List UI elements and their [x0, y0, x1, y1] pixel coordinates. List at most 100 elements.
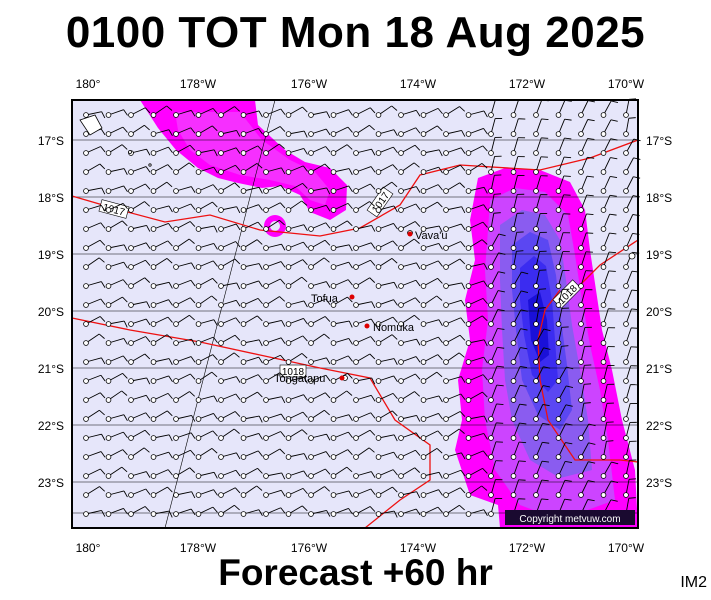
wind-barb: [533, 269, 547, 289]
wind-barb: [443, 106, 465, 118]
wind-barb: [600, 270, 616, 289]
wind-barb: [308, 374, 331, 384]
wind-barb: [600, 289, 616, 308]
place-dot: [349, 294, 355, 300]
wind-barb: [353, 166, 376, 175]
wind-barb: [353, 353, 376, 365]
wind-barb: [510, 403, 527, 422]
wind-barb: [465, 263, 488, 270]
wind-barb: [533, 194, 548, 213]
wind-barb: [578, 251, 593, 270]
wind-barb: [533, 156, 548, 175]
wind-barb: [578, 289, 593, 308]
wind-barb: [218, 164, 241, 175]
wind-barb: [443, 299, 466, 308]
wind-barb: [285, 106, 308, 118]
wind-barb: [128, 394, 151, 403]
wind-barb: [105, 296, 128, 308]
wind-barb: [330, 185, 353, 194]
wind-barb: [353, 124, 375, 137]
wind-barb: [600, 194, 617, 213]
wind-barb: [600, 383, 615, 403]
wind-barb: [150, 510, 173, 518]
wind-barb: [240, 297, 263, 308]
wind-barb: [263, 472, 286, 480]
wind-barb: [465, 221, 488, 232]
wind-barb: [443, 129, 466, 137]
wind-barb: [263, 489, 286, 498]
wind-barb: [398, 432, 421, 441]
wind-barb: [398, 109, 421, 118]
wind-barb: [465, 239, 488, 251]
wind-barb: [533, 404, 550, 422]
wind-barb: [83, 468, 106, 479]
wind-barb: [443, 223, 466, 232]
wind-barb: [263, 261, 286, 270]
wind-barb: [488, 346, 505, 365]
wind-barb: [375, 205, 398, 213]
wind-barb: [420, 225, 443, 233]
wind-barb: [443, 504, 465, 517]
wind-barb: [375, 299, 398, 308]
wind-barb: [510, 137, 526, 156]
wind-barb: [465, 339, 488, 347]
wind-barb: [150, 358, 173, 365]
wind-barb: [173, 508, 196, 517]
wind-barb: [420, 149, 443, 157]
wind-barb: [105, 185, 128, 194]
wind-barb: [375, 129, 398, 137]
wind-barb: [578, 480, 595, 498]
wind-barb: [330, 126, 353, 137]
wind-barb: [263, 337, 286, 346]
wind-barb: [465, 391, 488, 403]
wind-barb: [240, 221, 263, 232]
wind-barb: [533, 175, 548, 194]
wind-barb: [330, 144, 353, 156]
wind-barb: [420, 184, 443, 194]
wind-barb: [375, 410, 398, 422]
wind-barb: [218, 182, 241, 194]
wind-barb: [375, 434, 398, 442]
isobar-label: 1018: [282, 367, 305, 378]
wind-barb: [398, 279, 421, 289]
wind-barb: [195, 430, 218, 441]
wind-barb: [623, 403, 638, 422]
wind-barb: [375, 392, 398, 403]
wind-barb: [105, 490, 128, 498]
wind-barb: [623, 459, 637, 479]
wind-barb: [533, 213, 548, 232]
wind-barb: [398, 391, 420, 403]
wind-barb: [600, 100, 619, 118]
wind-barb: [285, 353, 308, 365]
wind-barb: [128, 353, 151, 365]
wind-barb: [240, 280, 263, 289]
wind-barb: [195, 371, 218, 384]
wind-barb: [443, 206, 466, 214]
wind-barb: [150, 410, 173, 422]
wind-barb: [128, 166, 151, 175]
wind-barb: [420, 430, 443, 441]
wind-barb: [398, 338, 421, 346]
wind-barb: [263, 319, 286, 327]
wind-barb: [443, 241, 466, 251]
wind-barb: [173, 391, 195, 403]
lat-tick-label: 23°S: [38, 476, 64, 490]
wind-barb: [398, 238, 420, 251]
wind-barb: [578, 423, 596, 441]
wind-barb: [173, 238, 195, 251]
wind-barb: [578, 402, 591, 422]
wind-barb: [308, 433, 331, 441]
wind-barb: [218, 334, 241, 346]
wind-barb: [353, 488, 376, 498]
wind-barb: [600, 421, 614, 441]
wind-barb: [240, 315, 263, 327]
wind-barb: [578, 326, 592, 346]
wind-barb: [105, 431, 128, 441]
wind-barb: [443, 258, 466, 270]
wind-barb: [510, 422, 527, 441]
wind-barb: [555, 479, 572, 498]
wind-barb: [465, 450, 488, 460]
wind-barb: [555, 137, 572, 156]
wind-barb: [285, 317, 308, 327]
